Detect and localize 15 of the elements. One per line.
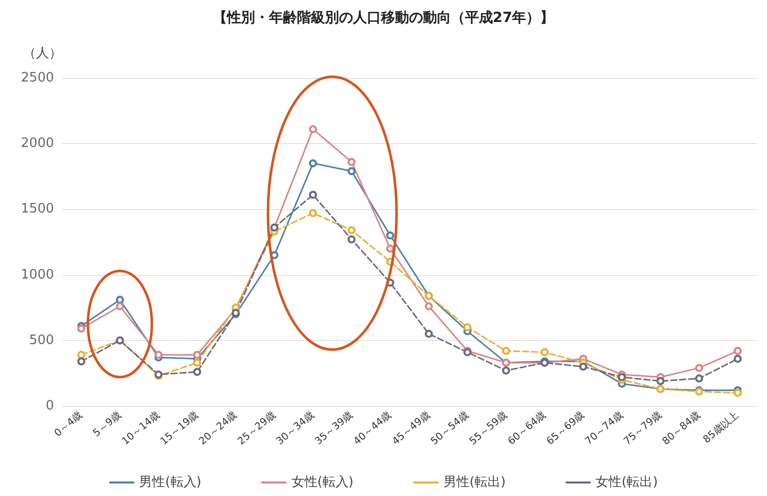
y-tick-label: 1000 bbox=[20, 267, 54, 282]
y-tick-label: 500 bbox=[29, 332, 54, 348]
y-tick-label: 2500 bbox=[20, 70, 54, 86]
legend-label: 男性(転入) bbox=[139, 475, 202, 490]
y-tick-label: 1500 bbox=[20, 202, 54, 217]
legend-label: 女性(転出) bbox=[596, 475, 658, 490]
y-axis-title: （人） bbox=[23, 46, 62, 61]
chart-title: 【性別・年齢階級別の人口移動の動向（平成27年）】 bbox=[212, 10, 554, 26]
y-tick-label: 2000 bbox=[20, 136, 54, 152]
x-tick-label: 5～9歳 bbox=[90, 409, 124, 440]
legend-label: 女性(転入) bbox=[291, 475, 354, 490]
y-tick-label: 0 bbox=[46, 398, 54, 414]
x-tick-label: 85歳以上 bbox=[700, 409, 742, 446]
x-tick-label: 0～4歳 bbox=[52, 409, 85, 440]
legend-label: 男性(転出) bbox=[444, 475, 506, 490]
